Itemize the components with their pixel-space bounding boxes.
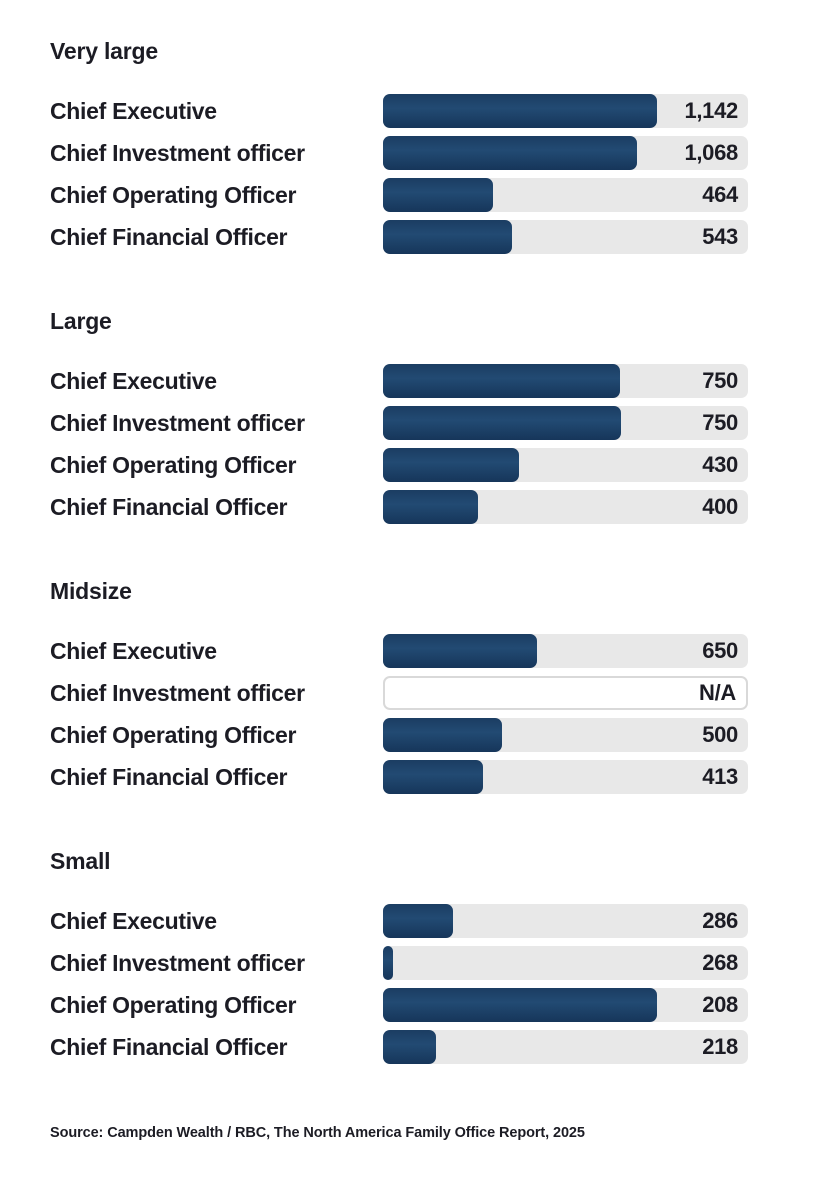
bar-track: 750	[383, 364, 748, 398]
bar-fill	[383, 946, 393, 980]
row-label: Chief Financial Officer	[50, 223, 288, 250]
bar-track: N/A	[383, 676, 748, 710]
row-label: Chief Financial Officer	[50, 763, 288, 790]
bar-row: Chief Financial Officer 218	[50, 1030, 748, 1064]
bar-track: 430	[383, 448, 748, 482]
bar-row: Chief Executive 286	[50, 904, 748, 938]
bar-value: 430	[702, 452, 738, 477]
bar-fill	[383, 448, 520, 482]
bar-row: Chief Financial Officer 543	[50, 220, 748, 254]
row-label: Chief Executive	[50, 907, 217, 934]
bar-value: 543	[702, 224, 738, 249]
bar-track: 1,142	[383, 94, 748, 128]
bar-value: 286	[702, 908, 738, 933]
bar-fill	[383, 988, 658, 1022]
bar-fill	[383, 94, 658, 128]
bar-track: 500	[383, 718, 748, 752]
bar-fill	[383, 178, 493, 212]
row-label: Chief Executive	[50, 367, 217, 394]
bar-fill	[383, 1030, 436, 1064]
bar-track: 543	[383, 220, 748, 254]
section-title: Large	[50, 308, 112, 334]
bar-track: 413	[383, 760, 748, 794]
chart-group: Midsize Chief Executive 650 Chief Invest…	[50, 580, 748, 794]
bar-fill	[383, 718, 502, 752]
bar-track: 750	[383, 406, 748, 440]
chart-group: Large Chief Executive 750 Chief Investme…	[50, 310, 748, 524]
bar-row: Chief Financial Officer 413	[50, 760, 748, 794]
bar-fill	[383, 364, 620, 398]
bar-value: 1,068	[684, 140, 738, 165]
bar-fill	[383, 406, 621, 440]
group-rows: Chief Executive 1,142 Chief Investment o…	[50, 94, 748, 254]
row-label: Chief Executive	[50, 637, 217, 664]
bar-row: Chief Investment officer N/A	[50, 676, 748, 710]
bar-fill	[383, 490, 478, 524]
bar-track: 208	[383, 988, 748, 1022]
row-label: Chief Executive	[50, 97, 217, 124]
bar-row: Chief Investment officer 1,068	[50, 136, 748, 170]
chart-group: Very large Chief Executive 1,142 Chief I…	[50, 40, 748, 254]
row-label: Chief Financial Officer	[50, 493, 288, 520]
bar-row: Chief Financial Officer 400	[50, 490, 748, 524]
bar-fill	[383, 220, 512, 254]
bar-value: 218	[702, 1034, 738, 1059]
row-label: Chief Investment officer	[50, 679, 305, 706]
bar-track: 218	[383, 1030, 748, 1064]
bar-fill	[383, 760, 483, 794]
section-title: Midsize	[50, 578, 132, 604]
bar-row: Chief Executive 750	[50, 364, 748, 398]
bar-track: 400	[383, 490, 748, 524]
group-rows: Chief Executive 286 Chief Investment off…	[50, 904, 748, 1064]
section-title: Small	[50, 848, 111, 874]
bar-fill	[383, 136, 638, 170]
bar-track: 464	[383, 178, 748, 212]
bar-row: Chief Operating Officer 464	[50, 178, 748, 212]
bar-value: 268	[702, 950, 738, 975]
bar-row: Chief Investment officer 750	[50, 406, 748, 440]
source-note: Source: Campden Wealth / RBC, The North …	[50, 1125, 585, 1141]
bar-track: 1,068	[383, 136, 748, 170]
section-title: Very large	[50, 38, 158, 64]
row-label: Chief Operating Officer	[50, 181, 297, 208]
group-rows: Chief Executive 650 Chief Investment off…	[50, 634, 748, 794]
row-label: Chief Investment officer	[50, 949, 305, 976]
bar-row: Chief Operating Officer 500	[50, 718, 748, 752]
row-label: Chief Investment officer	[50, 139, 305, 166]
bar-track: 268	[383, 946, 748, 980]
bar-track: 650	[383, 634, 748, 668]
bar-row: Chief Investment officer 268	[50, 946, 748, 980]
row-label: Chief Financial Officer	[50, 1033, 288, 1060]
bar-row: Chief Operating Officer 430	[50, 448, 748, 482]
row-label: Chief Operating Officer	[50, 721, 297, 748]
bar-value: 1,142	[684, 98, 738, 123]
bar-value: 413	[702, 764, 738, 789]
bar-row: Chief Executive 1,142	[50, 94, 748, 128]
row-label: Chief Operating Officer	[50, 451, 297, 478]
compensation-bar-chart: Very large Chief Executive 1,142 Chief I…	[50, 40, 748, 1064]
row-label: Chief Investment officer	[50, 409, 305, 436]
bar-fill	[383, 634, 538, 668]
bar-value: 650	[702, 638, 738, 663]
bar-row: Chief Operating Officer 208	[50, 988, 748, 1022]
bar-value: 500	[702, 722, 738, 747]
bar-row: Chief Executive 650	[50, 634, 748, 668]
bar-value: 750	[702, 410, 738, 435]
bar-value: 750	[702, 368, 738, 393]
bar-track: 286	[383, 904, 748, 938]
chart-group: Small Chief Executive 286 Chief Investme…	[50, 850, 748, 1064]
bar-value: N/A	[699, 680, 736, 705]
bar-value: 208	[702, 992, 738, 1017]
bar-value: 464	[702, 182, 738, 207]
row-label: Chief Operating Officer	[50, 991, 297, 1018]
group-rows: Chief Executive 750 Chief Investment off…	[50, 364, 748, 524]
bar-fill	[383, 904, 454, 938]
bar-value: 400	[702, 494, 738, 519]
chart-groups: Very large Chief Executive 1,142 Chief I…	[50, 40, 748, 1064]
